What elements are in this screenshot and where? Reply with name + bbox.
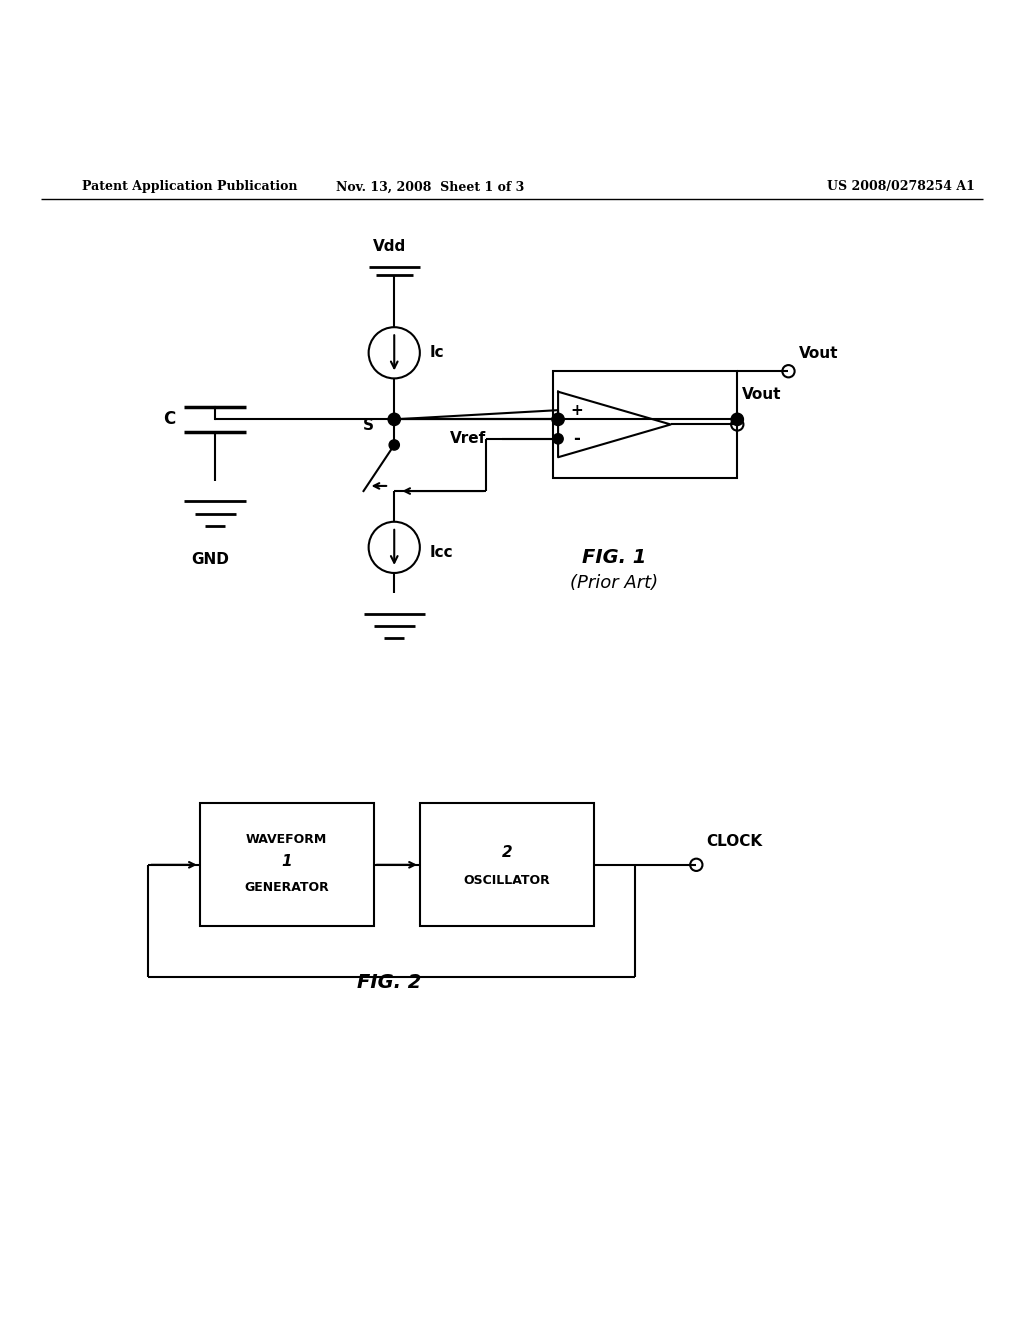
Text: C: C [163, 411, 175, 429]
Text: Vout: Vout [799, 346, 839, 360]
Text: S: S [364, 417, 374, 433]
Text: GENERATOR: GENERATOR [245, 880, 329, 894]
Text: Vref: Vref [451, 432, 486, 446]
Text: 2: 2 [502, 845, 512, 861]
Text: -: - [573, 430, 580, 447]
Bar [420, 804, 594, 927]
Bar [553, 371, 737, 478]
Text: 1: 1 [282, 854, 292, 870]
Circle shape [553, 434, 563, 444]
Text: +: + [570, 403, 583, 417]
Text: WAVEFORM: WAVEFORM [246, 833, 328, 846]
Circle shape [388, 413, 400, 425]
Text: US 2008/0278254 A1: US 2008/0278254 A1 [827, 181, 975, 194]
Text: Vdd: Vdd [373, 239, 406, 255]
Text: FIG. 2: FIG. 2 [357, 973, 421, 993]
Text: Patent Application Publication: Patent Application Publication [82, 181, 297, 194]
Circle shape [389, 440, 399, 450]
Bar [200, 804, 374, 927]
Text: Vout: Vout [742, 387, 782, 403]
Text: CLOCK: CLOCK [707, 834, 763, 850]
Text: Ic: Ic [430, 346, 444, 360]
Text: Nov. 13, 2008  Sheet 1 of 3: Nov. 13, 2008 Sheet 1 of 3 [336, 181, 524, 194]
Text: Icc: Icc [430, 545, 454, 560]
Text: (Prior Art): (Prior Art) [570, 574, 658, 593]
Circle shape [731, 413, 743, 425]
Text: GND: GND [191, 553, 228, 568]
Text: FIG. 1: FIG. 1 [583, 548, 646, 568]
Text: OSCILLATOR: OSCILLATOR [464, 874, 550, 887]
Circle shape [552, 413, 564, 425]
